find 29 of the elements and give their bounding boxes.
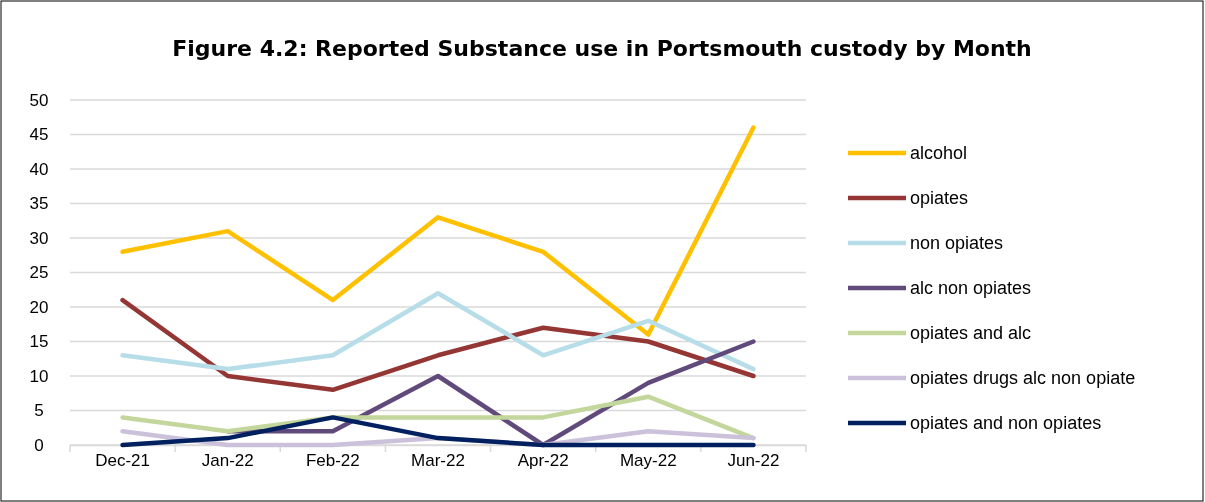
line-series — [120, 125, 756, 337]
chart-title: Figure 4.2: Reported Substance use in Portsmouth custody by Month — [172, 36, 1032, 61]
line-series — [120, 290, 756, 372]
y-tick-label: 5 — [34, 401, 44, 421]
x-tick-label: Mar-22 — [411, 451, 465, 470]
y-tick-label: 0 — [34, 435, 44, 455]
legend-label: opiates drugs alc non opiate — [910, 368, 1136, 388]
legend-label: non opiates — [910, 233, 1004, 253]
y-tick-label: 45 — [29, 125, 49, 145]
y-tick-label: 10 — [29, 366, 49, 386]
legend-label: opiates — [910, 188, 969, 208]
x-tick-label: May-22 — [619, 451, 677, 470]
y-tick-label: 50 — [29, 90, 49, 110]
legend-label: alc non opiates — [910, 278, 1032, 298]
x-tick-label: Jan-22 — [201, 451, 254, 470]
x-tick-label: Apr-22 — [517, 451, 569, 470]
y-tick-label: 15 — [29, 332, 49, 352]
y-tick-label: 35 — [29, 194, 49, 214]
y-tick-label: 25 — [29, 263, 49, 283]
x-tick-label: Feb-22 — [305, 451, 360, 470]
y-tick-label: 40 — [29, 159, 49, 179]
legend-label: opiates and non opiates — [910, 413, 1102, 433]
y-tick-label: 30 — [29, 228, 49, 248]
y-tick-label: 20 — [29, 297, 49, 317]
x-tick-label: Dec-21 — [95, 451, 150, 470]
legend-label: opiates and alc — [910, 323, 1032, 343]
x-tick-label: Jun-22 — [727, 451, 780, 470]
line-series — [120, 297, 756, 393]
legend-label: alcohol — [910, 143, 968, 163]
